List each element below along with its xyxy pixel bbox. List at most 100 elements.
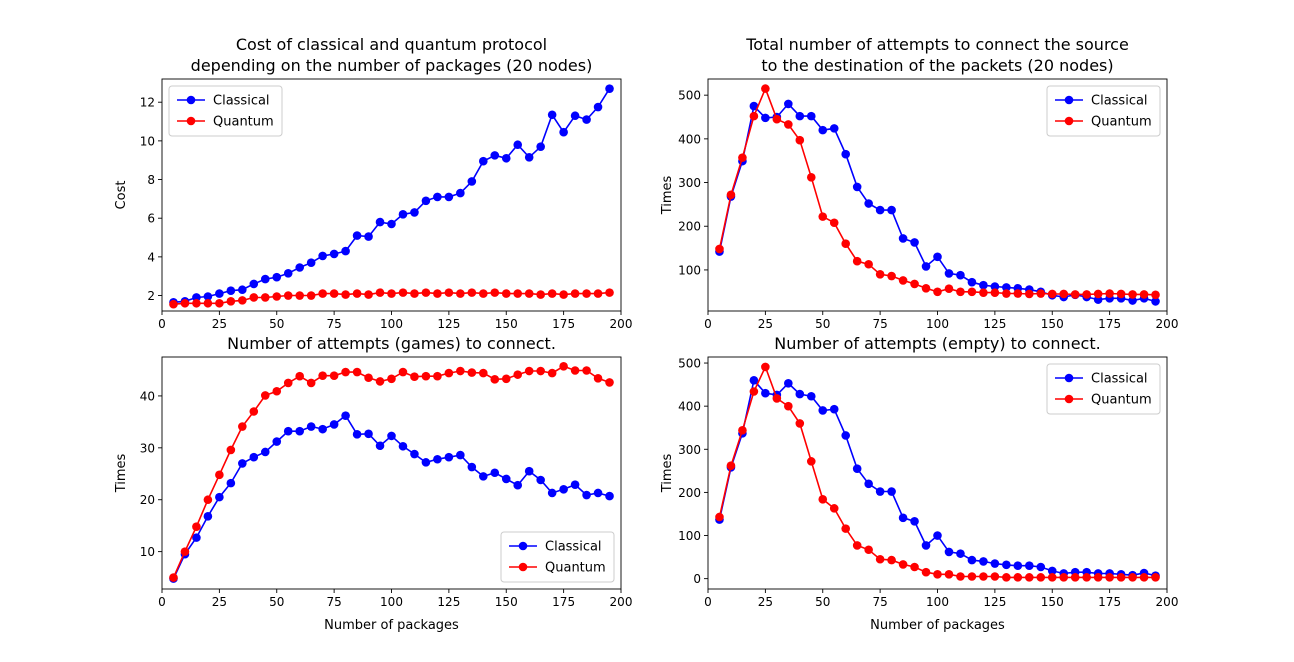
chart-title-line: to the destination of the packets (20 no… [761, 56, 1113, 75]
data-point [226, 297, 236, 306]
data-point [306, 422, 316, 431]
x-tick-label: 75 [872, 317, 887, 331]
data-point [456, 188, 465, 198]
series-quantum [715, 84, 1160, 300]
y-tick-label: 20 [140, 493, 155, 507]
x-tick-label: 25 [212, 317, 227, 331]
chart-title-line: Number of attempts (empty) to connect. [774, 334, 1100, 353]
data-point [795, 419, 805, 428]
data-point [352, 430, 362, 439]
data-point [818, 212, 828, 221]
data-point [524, 466, 534, 476]
legend-box [1046, 85, 1161, 137]
data-point [456, 450, 465, 460]
data-point [203, 298, 213, 308]
data-point [1139, 290, 1149, 299]
data-point [761, 362, 770, 372]
data-point [933, 531, 942, 540]
data-point [272, 386, 282, 396]
data-point [536, 475, 545, 485]
data-point [501, 374, 511, 384]
legend-marker [518, 562, 528, 572]
data-point [910, 562, 919, 572]
y-tick-label: 200 [678, 486, 701, 500]
y-tick-label: 400 [678, 400, 701, 414]
data-point [761, 84, 770, 93]
data-point [749, 101, 759, 111]
data-point [238, 285, 247, 295]
data-point [364, 290, 373, 299]
data-point [967, 555, 977, 565]
series-classical [169, 84, 614, 307]
data-point [887, 487, 896, 496]
data-point [795, 135, 805, 145]
data-point [749, 111, 759, 121]
data-point [513, 480, 523, 490]
data-point [1105, 573, 1114, 582]
y-tick-label: 200 [678, 220, 701, 234]
data-point [215, 470, 224, 480]
data-point [944, 547, 954, 557]
data-point [203, 292, 213, 301]
data-point [1070, 573, 1080, 582]
x-tick-label: 175 [1098, 317, 1121, 331]
data-point [375, 217, 385, 227]
data-point [1002, 560, 1011, 570]
data-point [433, 371, 442, 381]
chart-title-line: Cost of classical and quantum protocol [236, 35, 547, 54]
data-point [215, 298, 224, 308]
data-point [979, 288, 988, 297]
data-point [921, 567, 931, 577]
data-point [398, 210, 408, 219]
data-point [818, 495, 828, 504]
legend-box [1046, 363, 1161, 415]
data-point [421, 288, 431, 297]
legend-marker [186, 116, 196, 126]
data-point [795, 389, 805, 399]
chart-title: Number of attempts (empty) to connect. [774, 334, 1100, 353]
data-point [272, 272, 282, 282]
data-point [249, 452, 259, 462]
data-point [990, 282, 1000, 291]
data-point [806, 111, 816, 121]
data-point [238, 459, 247, 468]
data-point [887, 205, 896, 215]
data-point [1151, 290, 1160, 300]
data-point [467, 368, 477, 377]
x-tick-label: 150 [495, 317, 518, 331]
data-point [375, 288, 385, 297]
data-point [341, 246, 350, 256]
data-point [1105, 289, 1114, 298]
y-axis-label: Times [660, 453, 675, 493]
data-point [513, 370, 523, 379]
y-tick-label: 300 [678, 176, 701, 190]
data-point [444, 288, 454, 297]
data-point [329, 249, 339, 259]
data-point [444, 192, 454, 202]
data-point [738, 153, 747, 162]
legend: Classical Quantum [1046, 363, 1161, 415]
x-tick-label: 175 [552, 317, 575, 331]
data-point [318, 371, 327, 380]
data-point [1002, 573, 1011, 582]
data-point [582, 115, 591, 124]
data-point [490, 468, 500, 478]
data-point [841, 239, 850, 249]
data-point [283, 269, 293, 278]
data-point [818, 406, 828, 415]
data-point [1128, 573, 1137, 582]
data-point [329, 420, 339, 429]
data-point [433, 192, 442, 202]
data-point [570, 111, 580, 121]
data-point [1025, 289, 1034, 299]
data-point [547, 110, 557, 120]
y-tick-label: 30 [140, 441, 155, 455]
data-point [967, 287, 977, 297]
x-tick-label: 200 [610, 317, 633, 331]
data-point [1036, 573, 1046, 582]
data-point [1059, 573, 1069, 582]
data-point [364, 373, 373, 383]
legend-box [168, 85, 283, 137]
data-point [806, 173, 816, 182]
data-point [944, 570, 954, 579]
